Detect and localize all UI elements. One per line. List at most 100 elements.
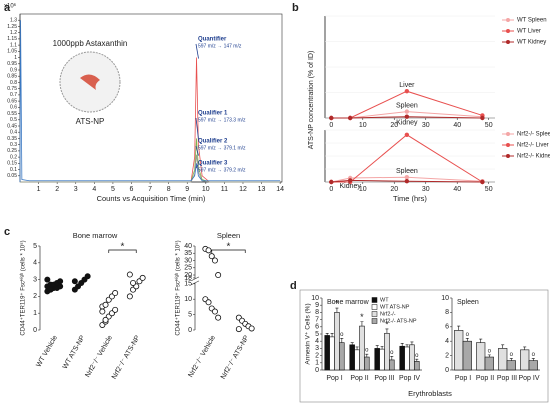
x-tick-label: 40 (453, 186, 461, 193)
x-tick-label: 12 (239, 186, 247, 193)
annotation-arrow (195, 164, 199, 169)
significance-marker: * (335, 298, 339, 308)
point-label: Kidney (396, 120, 418, 127)
annotation-name: Qualifier 3 (198, 161, 228, 167)
x-tick-label: 4 (92, 186, 96, 193)
y-tick-label: 1.3 (10, 18, 17, 24)
bar (462, 340, 472, 371)
annotation-arrow (195, 43, 199, 59)
x-tick-label: 9 (185, 186, 189, 193)
bar (389, 359, 395, 371)
data-point (347, 115, 353, 121)
significance-label: * (227, 242, 231, 253)
x-tick-label: 1 (37, 186, 41, 193)
bar (484, 356, 494, 371)
data-point (71, 278, 78, 285)
series-line (19, 20, 281, 183)
y-axis-label: ATS-NP concentration (% of ID) (308, 51, 315, 150)
y-tick-label: 0.6 (10, 105, 17, 111)
data-point (139, 274, 146, 281)
y-tick-label: 0.1 (10, 167, 17, 173)
x-tick-label: 30 (422, 122, 430, 129)
y-tick-label: 0 (188, 327, 192, 334)
x-tick-label: Pop II (350, 375, 368, 382)
x-tick-label: 30 (422, 186, 430, 193)
y-axis-label: CD44⁺TER119⁺ Fscᴴⁱᵍʰ (cells * 10⁵) (174, 240, 182, 335)
y-tick-label: 4 (33, 260, 37, 267)
x-tick-label: 2 (55, 186, 59, 193)
y-tick-label: 0.8 (10, 80, 17, 86)
y-tick-label: 0.45 (7, 123, 17, 129)
x-tick-label: 0 (329, 186, 333, 193)
y-tick-label: 35 (184, 250, 192, 257)
data-point (211, 257, 218, 264)
data-point (480, 115, 485, 121)
panel-d-frame (299, 289, 549, 403)
data-point (44, 276, 51, 283)
y-tick-label: 0.9 (10, 67, 17, 73)
legend-marker (506, 18, 510, 22)
x-tick-label: 40 (453, 122, 461, 129)
y-tick-label: 8 (445, 309, 449, 316)
legend-swatch (371, 304, 378, 310)
bar (359, 325, 365, 371)
bar (364, 356, 370, 371)
x-tick-label: Pop IV (518, 375, 539, 382)
bar (476, 342, 486, 371)
x-tick-label: 6 (130, 186, 134, 193)
chart-title: Spleen (457, 299, 479, 306)
error-bar (479, 338, 483, 343)
x-tick-label: 14 (276, 186, 284, 193)
data-point (329, 179, 334, 185)
y-axis-label: Annexin V⁺ Cells (%) (305, 303, 312, 364)
legend-swatch (371, 318, 378, 324)
error-bar (365, 353, 369, 358)
bar (354, 349, 360, 371)
y-tick-label: 1.25 (7, 24, 17, 30)
y-tick-label: 0.25 (7, 148, 17, 154)
bar (384, 332, 390, 371)
legend-label: Nrf2-/- Liver (517, 143, 549, 149)
data-point (112, 290, 119, 297)
axis-break-marks (190, 276, 200, 286)
data-point (130, 279, 137, 286)
bar (399, 345, 405, 371)
significance-marker: o (510, 352, 514, 358)
error-bar (330, 332, 334, 337)
y-tick-label: 0.4 (10, 130, 17, 136)
y-tick-label: 0.3 (10, 142, 17, 148)
axis-break (191, 278, 199, 283)
legend-label: Nrf2-/- ATS-NP (380, 318, 417, 324)
chart-title: Bone marrow (327, 299, 370, 306)
y-tick-label: 25 (184, 265, 192, 272)
error-bar (531, 358, 535, 361)
error-bar (375, 345, 379, 349)
data-point (102, 316, 109, 323)
error-bar (340, 338, 344, 343)
error-bar (350, 342, 354, 345)
x-tick-label: 0 (329, 122, 333, 129)
point-label: Spleen (396, 102, 418, 109)
significance-bracket (108, 249, 137, 253)
error-bar (400, 343, 404, 347)
data-point (211, 308, 218, 315)
y-tick-label: 0.35 (7, 136, 17, 142)
y-tick-label: 0 (315, 367, 319, 374)
y-tick-label: 6 (315, 324, 319, 331)
bar (520, 349, 530, 371)
significance-marker: o (365, 348, 369, 354)
significance-marker: o (488, 348, 492, 354)
annotation-name: Quantifier (198, 37, 227, 43)
legend-marker (506, 143, 510, 147)
y-tick-label: 7 (315, 316, 319, 323)
data-point (248, 325, 255, 332)
data-point (215, 272, 222, 279)
y-multiplier: x10⁶ (4, 3, 17, 10)
data-point (126, 271, 133, 278)
x-tick-label: 5 (111, 186, 115, 193)
legend-swatch (371, 297, 378, 303)
y-tick-label: 5 (188, 311, 192, 318)
y-tick-label: 0.5 (10, 117, 17, 123)
y-tick-label: 1.2 (10, 30, 17, 36)
